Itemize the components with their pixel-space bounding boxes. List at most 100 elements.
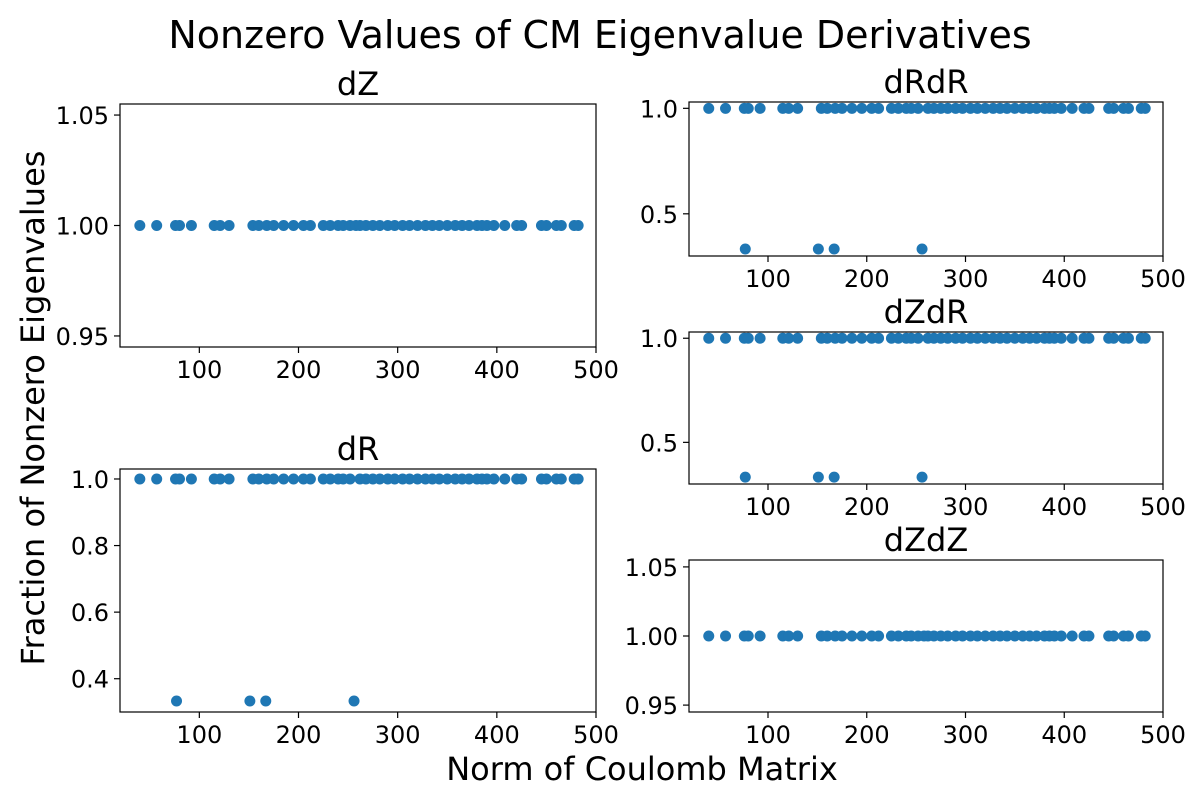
data-point <box>516 473 528 485</box>
data-point <box>703 332 715 344</box>
y-tick-label: 1.0 <box>71 466 109 494</box>
data-point <box>1122 332 1134 344</box>
data-point <box>555 473 567 485</box>
x-tick-label: 500 <box>1140 493 1186 521</box>
data-point <box>836 102 848 114</box>
data-point <box>174 220 185 231</box>
x-tick-label: 100 <box>745 265 791 293</box>
data-point <box>1108 102 1120 114</box>
data-point <box>792 102 804 114</box>
data-point <box>783 630 795 642</box>
data-point <box>742 102 754 114</box>
data-point <box>1139 332 1151 344</box>
subplot-title: dZdR <box>884 293 969 331</box>
data-point <box>488 473 500 485</box>
data-point <box>979 332 991 344</box>
data-point <box>433 220 445 231</box>
subplot-title: dR <box>337 430 380 468</box>
data-point <box>1066 332 1078 344</box>
subplot-title: dRdR <box>883 63 968 101</box>
data-point <box>1083 332 1095 344</box>
data-point <box>873 630 885 642</box>
data-point <box>979 630 991 642</box>
data-point <box>288 220 300 231</box>
data-point <box>856 332 868 344</box>
x-tick-label: 300 <box>375 721 421 749</box>
data-point <box>942 332 954 344</box>
x-tick-label: 300 <box>375 356 421 384</box>
data-point <box>174 473 185 485</box>
y-tick-label: 0.95 <box>56 323 109 351</box>
x-tick-label: 300 <box>943 721 989 749</box>
points-dzdz <box>703 630 1151 642</box>
y-tick-label: 0.8 <box>71 533 109 561</box>
x-tick-label: 500 <box>573 721 619 749</box>
data-point <box>412 473 423 485</box>
data-point <box>1031 332 1043 344</box>
data-point <box>185 473 197 485</box>
subplot-drdr: dRdR 100 200 300 400 500 0.5 1.0 <box>640 63 1186 293</box>
data-point <box>720 630 732 642</box>
data-point <box>433 473 445 485</box>
data-point <box>1083 630 1095 642</box>
data-point <box>742 630 754 642</box>
data-point <box>856 102 868 114</box>
data-point <box>821 630 833 642</box>
data-point <box>1031 630 1043 642</box>
data-point <box>223 220 235 231</box>
data-point <box>971 630 983 642</box>
data-point <box>214 220 226 231</box>
data-point <box>979 102 991 114</box>
points-dz <box>134 220 584 231</box>
data-point <box>389 473 401 485</box>
data-point <box>720 332 732 344</box>
data-point <box>555 220 567 231</box>
y-tick-label: 0.5 <box>640 201 678 229</box>
data-point <box>1009 102 1021 114</box>
subplot-title: dZdZ <box>884 521 968 559</box>
y-tick-label: 1.05 <box>625 554 678 582</box>
data-point <box>572 220 584 231</box>
data-point <box>134 473 146 485</box>
data-point <box>499 473 511 485</box>
figure-ylabel: Fraction of Nonzero Eigenvalues <box>14 151 52 666</box>
data-point <box>1055 630 1067 642</box>
data-point <box>404 473 416 485</box>
data-point <box>1108 630 1120 642</box>
data-point <box>499 220 511 231</box>
data-point <box>873 102 885 114</box>
subplot-dzdr: dZdR 100 200 300 400 500 0.5 1.0 <box>640 293 1186 521</box>
data-point <box>703 102 715 114</box>
data-point <box>1066 102 1078 114</box>
data-point <box>268 473 280 485</box>
data-point <box>441 220 453 231</box>
data-point <box>1083 102 1095 114</box>
data-point <box>754 332 766 344</box>
data-point <box>942 102 954 114</box>
axes-frame <box>688 331 1164 485</box>
data-point <box>916 243 928 255</box>
data-point <box>253 220 265 231</box>
data-point <box>942 630 954 642</box>
x-tick-label: 200 <box>276 721 322 749</box>
subplot-dzdz: dZdZ 100 200 300 400 500 0.95 1.00 1.05 <box>625 521 1186 749</box>
data-point <box>1122 630 1134 642</box>
data-point <box>912 332 924 344</box>
data-point <box>324 473 336 485</box>
data-point <box>344 473 356 485</box>
y-tick-label: 0.5 <box>640 429 678 457</box>
data-point <box>846 102 858 114</box>
data-point <box>1001 332 1013 344</box>
data-point <box>1122 102 1134 114</box>
data-point <box>278 220 290 231</box>
data-point <box>1139 102 1151 114</box>
data-point <box>971 102 983 114</box>
data-point <box>720 102 732 114</box>
x-tick-label: 400 <box>1041 721 1087 749</box>
data-point <box>1009 332 1021 344</box>
y-tick-label: 1.05 <box>56 102 109 130</box>
subplot-dz: dZ 100 200 300 400 500 0.95 1.00 1.05 <box>56 65 619 384</box>
data-point <box>1108 332 1120 344</box>
y-tick-label: 0.6 <box>71 599 109 627</box>
